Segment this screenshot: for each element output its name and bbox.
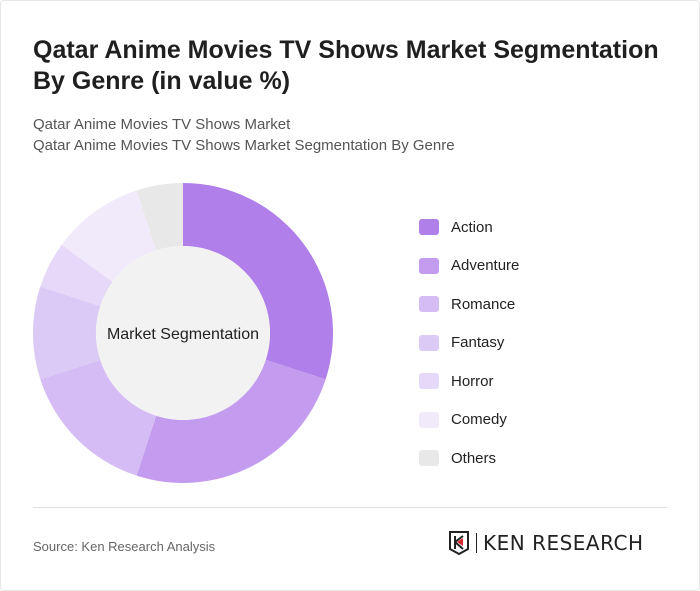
legend-label: Adventure: [451, 257, 520, 275]
slice-fantasy: [33, 286, 101, 380]
legend-item-comedy: Comedy: [419, 401, 519, 440]
legend-label: Romance: [451, 295, 516, 313]
legend-swatch: [419, 450, 439, 467]
slice-action: [183, 183, 333, 380]
chart-subtitle: Qatar Anime Movies TV Shows Market: [33, 116, 291, 133]
legend-swatch: [419, 296, 439, 313]
logo-divider: [476, 533, 477, 553]
divider: [33, 507, 667, 508]
donut-chart: Market Segmentation: [33, 183, 333, 484]
legend-item-adventure: Adventure: [419, 247, 519, 286]
center-label: Market Segmentation: [107, 326, 259, 343]
legend-label: Comedy: [451, 411, 507, 429]
slice-others: [136, 183, 183, 251]
ken-research-logo: KEN RESEARCH: [448, 531, 644, 555]
donut-hole: [96, 246, 270, 420]
legend-item-romance: Romance: [419, 285, 519, 324]
legend-item-horror: Horror: [419, 362, 519, 401]
legend-item-others: Others: [419, 439, 519, 478]
legend-swatch: [419, 219, 439, 236]
legend-swatch: [419, 411, 439, 428]
legend-item-action: Action: [419, 208, 519, 247]
legend: Action Adventure Romance Fantasy Horror Comed…: [419, 208, 519, 478]
slice-adventure: [136, 359, 326, 484]
logo-text: KEN RESEARCH: [483, 531, 644, 555]
legend-swatch: [419, 257, 439, 274]
legend-label: Action: [451, 218, 493, 236]
source-note: Source: Ken Research Analysis: [33, 539, 216, 554]
logo-icon: [449, 531, 469, 555]
legend-swatch: [419, 373, 439, 390]
slice-romance: [40, 359, 157, 476]
legend-item-fantasy: Fantasy: [419, 324, 519, 363]
legend-label: Others: [451, 449, 497, 467]
legend-label: Horror: [451, 372, 494, 390]
chart-title: Qatar Anime Movies TV Shows Market Segme…: [33, 36, 659, 95]
slice-comedy: [61, 190, 157, 282]
slice-horror: [40, 244, 113, 307]
legend-swatch: [419, 334, 439, 351]
chart-subtitle-2: Qatar Anime Movies TV Shows Market Segme…: [33, 137, 455, 154]
legend-label: Fantasy: [451, 334, 505, 352]
